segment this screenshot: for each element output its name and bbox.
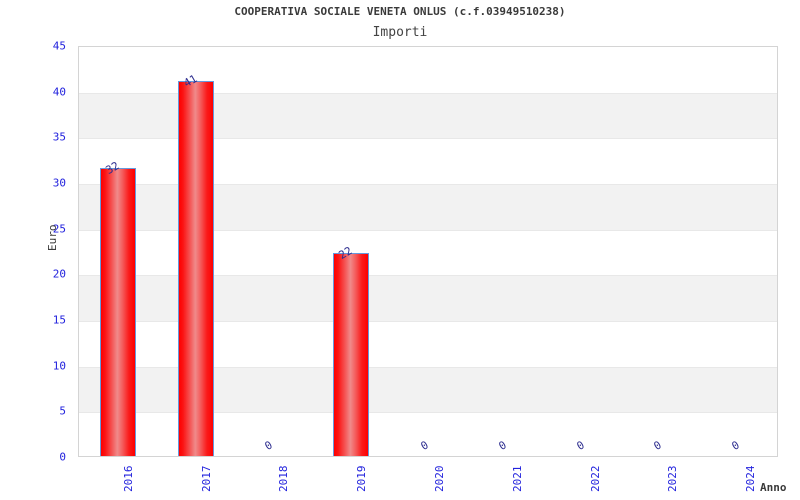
bar: [177, 80, 214, 456]
gridline: [79, 321, 777, 322]
plot-area: 32 41 0 22 0 0 0 0 0: [78, 46, 778, 457]
x-axis-tick: 2021: [510, 465, 524, 493]
y-axis-tick: 35: [52, 130, 66, 144]
bar-value-label: 0: [262, 438, 276, 453]
bar-value-label: 0: [418, 438, 431, 453]
y-axis-tick-labels: 0 5 10 15 20 25 30 35 40 45: [0, 40, 72, 464]
x-axis-tick: 2023: [666, 465, 680, 493]
gridline: [79, 412, 777, 414]
gridline: [79, 138, 777, 140]
y-axis-tick: 30: [52, 176, 66, 190]
x-axis-tick: 2017: [199, 465, 213, 493]
y-axis-tick: 25: [52, 222, 66, 236]
gridline: [79, 275, 777, 277]
y-axis-tick: 15: [52, 313, 66, 327]
bar-value-label: 0: [574, 438, 587, 453]
x-axis-tick: 2019: [355, 465, 369, 493]
y-axis-tick: 10: [52, 359, 66, 373]
y-axis-tick: 40: [52, 85, 66, 99]
gridline: [79, 366, 777, 368]
gridline: [79, 229, 777, 231]
x-axis-tick: 2020: [433, 465, 446, 493]
x-axis-tick: 2022: [588, 465, 602, 493]
chart-subtitle: Importi: [372, 25, 428, 40]
bar-value-label: 0: [651, 438, 665, 453]
chart-title: COOPERATIVA SOCIALE VENETA ONLUS (c.f.03…: [234, 5, 566, 18]
y-axis-tick: 45: [52, 39, 66, 53]
x-axis-title: Anno: [760, 481, 787, 494]
x-axis-tick: 2016: [121, 465, 135, 493]
gridline: [79, 92, 777, 94]
bar-value-label: 0: [729, 438, 742, 453]
y-axis-tick: 0: [59, 450, 66, 464]
x-axis-tick: 2024: [744, 465, 758, 493]
gridline: [79, 184, 777, 185]
x-axis-tick-labels: 2016 2017 2018 2019 2020 2021 2022 2023 2024: [78, 459, 778, 500]
y-axis-tick: 20: [52, 267, 66, 281]
bar: [99, 168, 136, 456]
x-axis-tick: 2018: [277, 465, 291, 493]
bar: [333, 253, 370, 456]
bar-value-label: 0: [496, 438, 509, 453]
y-axis-title: Euro: [46, 224, 59, 252]
y-axis-tick: 5: [59, 404, 66, 418]
